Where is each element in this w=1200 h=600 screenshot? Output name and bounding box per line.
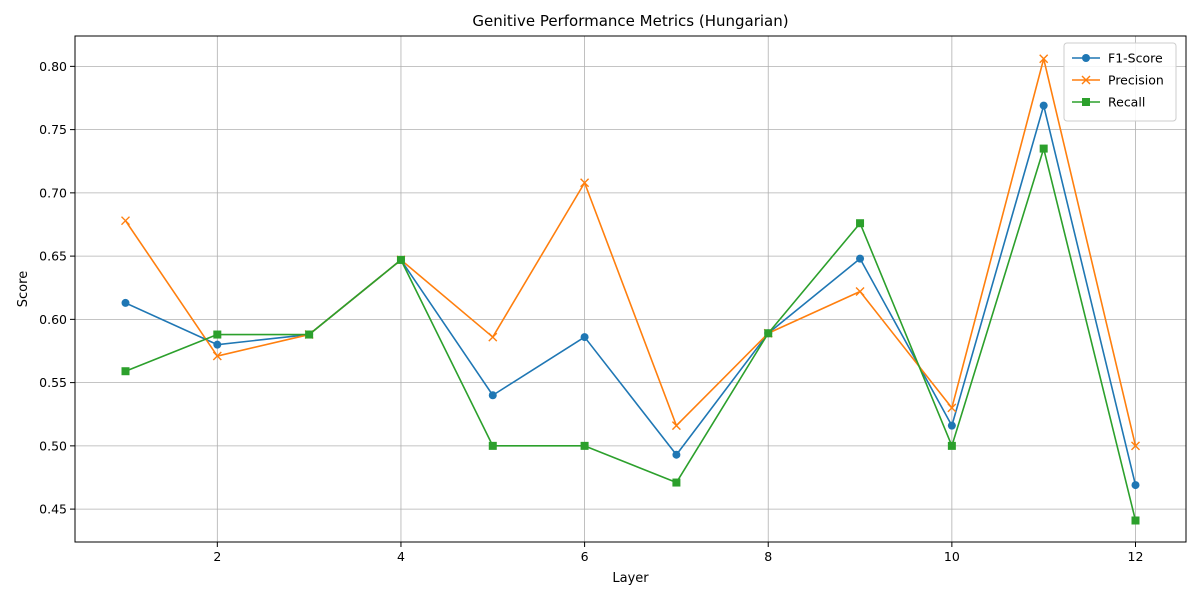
- f1-score-point: [947, 421, 956, 430]
- legend-marker: [1081, 75, 1091, 85]
- precision-point: [580, 178, 590, 188]
- legend-marker: [1082, 54, 1090, 62]
- x-axis-label: Layer: [612, 571, 649, 586]
- f1-score-point: [672, 450, 681, 459]
- y-tick-label: 0.50: [39, 438, 67, 453]
- axis-ticks: 2 4 6 8 10 12 0.45 0.50 0.55 0.60 0.65 0.70 0.75 0.80: [39, 59, 1143, 564]
- y-tick-label: 0.70: [39, 185, 67, 200]
- x-tick-label: 10: [944, 549, 960, 564]
- recall-point: [856, 219, 865, 228]
- recall-point: [488, 441, 497, 450]
- legend-marker: [1082, 98, 1090, 106]
- precision-point: [671, 421, 681, 431]
- recall-point: [580, 441, 589, 450]
- recall-point: [396, 255, 405, 264]
- legend-item-f1-score: F1-Score: [1072, 51, 1163, 66]
- precision-point: [947, 403, 957, 413]
- f1-score-point: [121, 298, 130, 307]
- y-tick-label: 0.45: [39, 502, 67, 517]
- x-tick-label: 12: [1128, 549, 1144, 564]
- recall-point: [1131, 516, 1140, 525]
- precision-point: [488, 332, 498, 342]
- x-tick-label: 4: [397, 549, 405, 564]
- recall-point: [305, 330, 314, 339]
- f1-score-line: [125, 104, 1137, 486]
- recall-point: [947, 441, 956, 450]
- precision-point: [212, 351, 222, 361]
- y-tick-label: 0.80: [39, 59, 67, 74]
- y-tick-label: 0.55: [39, 375, 67, 390]
- legend: F1-Score Precision Recall: [1063, 42, 1177, 122]
- plot-frame: [74, 35, 1187, 543]
- chart-title: Genitive Performance Metrics (Hungarian): [472, 12, 788, 30]
- series-recall: [121, 144, 1140, 525]
- legend-item-precision: Precision: [1072, 73, 1164, 88]
- x-tick-label: 6: [581, 549, 589, 564]
- legend-label: Recall: [1108, 95, 1145, 110]
- x-tick-label: 8: [764, 549, 772, 564]
- legend-label: Precision: [1108, 73, 1164, 88]
- y-tick-label: 0.60: [39, 312, 67, 327]
- y-tick-label: 0.65: [39, 249, 67, 264]
- legend-label: F1-Score: [1108, 51, 1163, 66]
- f1-score-point: [213, 340, 222, 349]
- y-tick-label: 0.75: [39, 122, 67, 137]
- recall-line: [125, 147, 1137, 521]
- f1-score-point: [580, 333, 589, 342]
- recall-point: [1039, 144, 1048, 153]
- f1-score-point: [1039, 101, 1048, 110]
- recall-point: [672, 478, 681, 487]
- y-axis-label: Score: [16, 271, 31, 307]
- x-tick-label: 2: [213, 549, 221, 564]
- f1-score-point: [488, 391, 497, 400]
- f1-score-point: [856, 254, 865, 263]
- precision-point: [121, 216, 130, 226]
- precision-point: [1131, 441, 1140, 451]
- legend-item-recall: Recall: [1072, 95, 1145, 110]
- recall-point: [121, 367, 130, 376]
- precision-line: [124, 57, 1137, 447]
- series-group: [121, 54, 1140, 525]
- plot-area: [75, 36, 1186, 542]
- recall-point: [213, 330, 222, 339]
- precision-point: [855, 287, 865, 297]
- precision-point: [1039, 54, 1049, 64]
- f1-score-point: [1131, 481, 1140, 490]
- recall-point: [764, 329, 773, 338]
